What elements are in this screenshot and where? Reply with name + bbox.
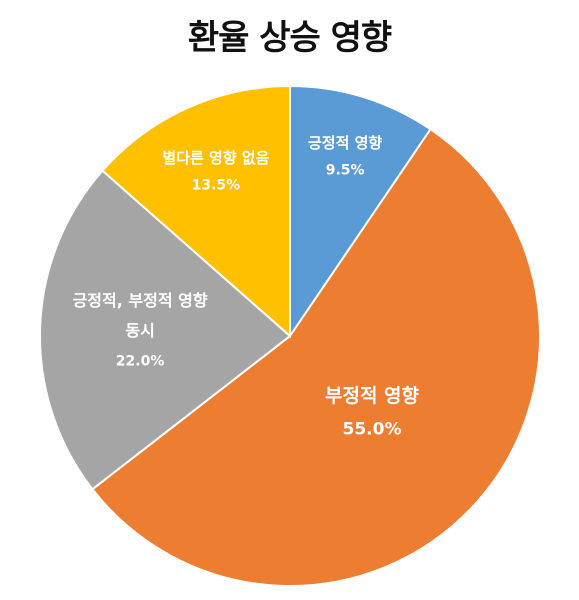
pie-slice <box>289 84 432 340</box>
slice-label: 별다른 영향 없음 <box>162 149 269 167</box>
slice-value-label: 13.5% <box>192 177 241 193</box>
slice-value-label: 22.0% <box>116 353 165 369</box>
pie-slice <box>39 169 292 491</box>
slice-label: 부정적 영향 <box>325 385 420 407</box>
pie-slice <box>91 127 541 587</box>
slice-label: 긍정적 영향 <box>308 134 382 152</box>
pie-slice <box>101 84 291 339</box>
slice-label: 긍정적, 부정적 영향 <box>73 291 208 310</box>
chart-title: 환율 상승 영향 <box>187 18 392 58</box>
slice-label: 동시 <box>125 321 154 340</box>
slice-value-label: 9.5% <box>326 162 365 178</box>
slice-value-label: 55.0% <box>343 420 402 440</box>
